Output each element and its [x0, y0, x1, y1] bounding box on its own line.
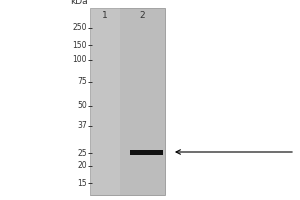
- Text: 100: 100: [73, 55, 87, 64]
- Text: 250: 250: [73, 23, 87, 32]
- Text: 25: 25: [77, 148, 87, 158]
- Bar: [90, 8, 120, 195]
- Text: 1: 1: [102, 11, 108, 20]
- Text: 2: 2: [140, 11, 145, 20]
- Text: 37: 37: [77, 121, 87, 130]
- Bar: [130, 150, 163, 154]
- Text: 75: 75: [77, 77, 87, 86]
- Text: 20: 20: [77, 162, 87, 170]
- Bar: [90, 8, 165, 195]
- Bar: [120, 8, 165, 195]
- Text: 150: 150: [73, 40, 87, 49]
- Text: 15: 15: [77, 178, 87, 188]
- Text: kDa: kDa: [70, 0, 88, 6]
- Text: 50: 50: [77, 102, 87, 110]
